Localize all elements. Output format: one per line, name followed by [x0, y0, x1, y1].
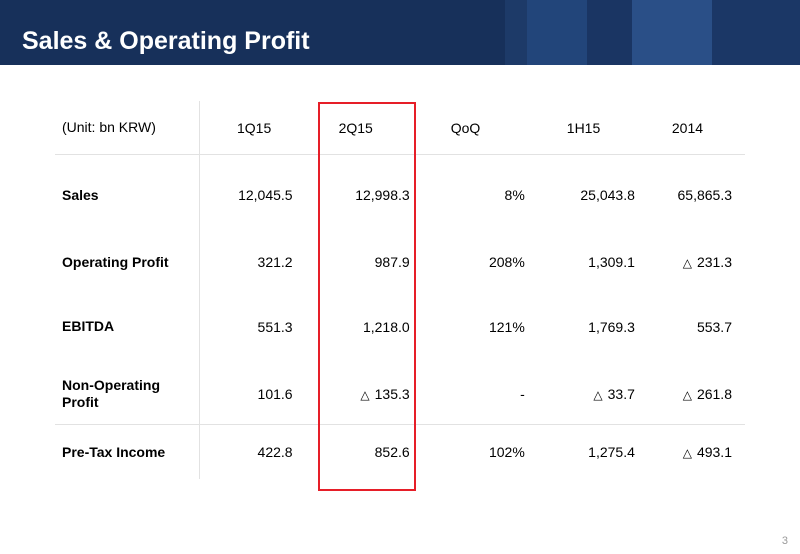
row-label: Operating Profit — [55, 235, 200, 289]
negative-triangle-icon: △ — [360, 388, 370, 402]
table-cell: 65,865.3 — [677, 187, 733, 203]
column-header: 1Q15 — [199, 101, 309, 155]
table-cell: △ 261.8 — [636, 364, 745, 425]
table-cell: △ 135.3 — [309, 364, 418, 425]
column-header: 2014 — [635, 101, 745, 155]
table-cell: 551.3 — [257, 318, 293, 335]
row-label: EBITDA — [55, 289, 200, 364]
table-cell: 852.6 — [308, 424, 418, 479]
table-row: Pre-Tax Income 422.8 852.6 102% 1,275.4 … — [55, 424, 745, 479]
table-cell: 12,045.5 — [238, 187, 293, 203]
negative-triangle-icon: △ — [682, 446, 692, 460]
row-label: Sales — [55, 154, 200, 235]
table-row: Non-Operating Profit 101.6 △ 135.3 - △ 33.… — [55, 364, 745, 425]
table-cell: - — [520, 386, 525, 402]
negative-triangle-icon: △ — [682, 256, 692, 270]
table-cell: 422.8 — [199, 424, 309, 479]
table-cell: 321.2 — [257, 254, 293, 270]
unit-label: (Unit: bn KRW) — [55, 101, 200, 155]
table-row: Operating Profit 321.2 987.9 208% 1,309.… — [55, 235, 745, 289]
table-cell: 25,043.8 — [580, 187, 635, 203]
cell-value: 261.8 — [696, 386, 732, 402]
table-cell: 1,769.3 — [588, 318, 635, 335]
table-cell: △ 493.1 — [635, 424, 745, 479]
financial-table-container: (Unit: bn KRW) 1Q15 2Q15 QoQ 1H15 2014 S… — [55, 101, 745, 491]
table-cell: 1,275.4 — [526, 424, 636, 479]
negative-triangle-icon: △ — [682, 388, 692, 402]
table-cell: 208% — [488, 254, 525, 270]
table-row: Sales 12,045.5 12,998.3 8% 25,043.8 65,8… — [55, 154, 745, 235]
table-cell: 8% — [504, 187, 525, 203]
table-cell: △ 231.3 — [636, 235, 745, 289]
header-decor-band — [587, 0, 632, 65]
table-cell: 987.9 — [374, 254, 410, 270]
table-cell: 1,309.1 — [588, 254, 635, 270]
highlight-box-2q15 — [318, 102, 416, 491]
row-label: Non-Operating Profit — [55, 364, 200, 425]
column-header: 1H15 — [526, 101, 636, 155]
table-cell: 1,218.0 — [362, 318, 410, 335]
slide-header: Sales & Operating Profit — [0, 0, 800, 65]
cell-value: 135.3 — [374, 386, 410, 402]
cell-value: 33.7 — [607, 386, 635, 402]
cell-value: 231.3 — [696, 254, 732, 270]
table-cell: △ 33.7 — [527, 364, 636, 425]
table-cell: 12,998.3 — [355, 187, 410, 203]
financial-table: (Unit: bn KRW) 1Q15 2Q15 QoQ 1H15 2014 S… — [55, 101, 745, 479]
row-label: Pre-Tax Income — [55, 424, 200, 479]
column-header: QoQ — [417, 101, 527, 155]
table-row: EBITDA 551.3 1,218.0 121% 1,769.3 553.7 — [55, 289, 745, 364]
table-cell: 101.6 — [257, 386, 293, 402]
page-number: 3 — [781, 535, 788, 547]
table-cell: 102% — [417, 424, 527, 479]
header-decor-band — [527, 0, 587, 65]
table-cell: 121% — [488, 318, 525, 335]
slide-title: Sales & Operating Profit — [22, 27, 310, 55]
header-decor-band — [632, 0, 712, 65]
column-header: 2Q15 — [308, 101, 418, 155]
table-header-row: (Unit: bn KRW) 1Q15 2Q15 QoQ 1H15 2014 — [55, 101, 745, 155]
cell-value: 493.1 — [696, 444, 732, 460]
header-decor-band — [505, 0, 527, 65]
negative-triangle-icon: △ — [593, 388, 603, 402]
table-cell: 553.7 — [696, 318, 732, 335]
header-decor-band — [712, 0, 800, 65]
